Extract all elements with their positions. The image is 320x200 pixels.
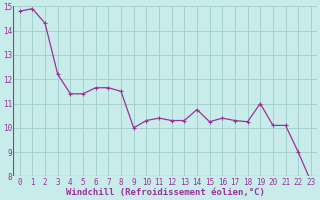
- X-axis label: Windchill (Refroidissement éolien,°C): Windchill (Refroidissement éolien,°C): [66, 188, 265, 197]
